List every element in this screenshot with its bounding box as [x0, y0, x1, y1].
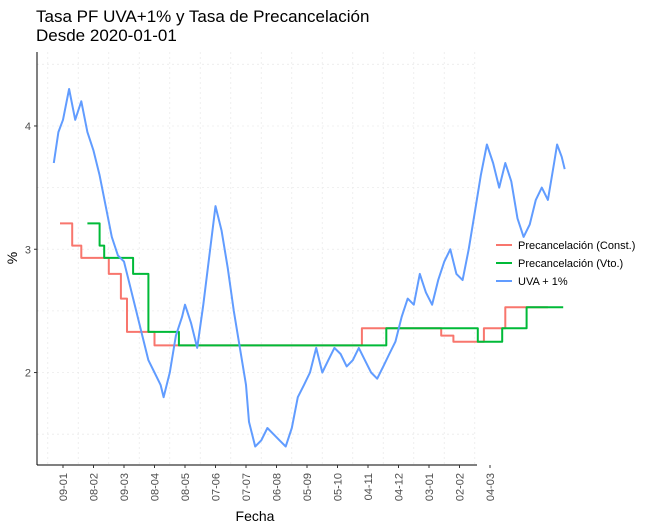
plot-area: 234 09-01 08-02 09-03 08-04 08-05 07-06 07-07 0… [25, 52, 566, 501]
series-line-2 [52, 88, 566, 448]
chart-title: Tasa PF UVA+1% y Tasa de Precancelación [36, 7, 369, 26]
axes [36, 52, 477, 466]
x-tick-label: 05-10 [333, 473, 345, 501]
x-axis-title: Fecha [236, 508, 275, 524]
x-tick-label: 08-04 [150, 473, 162, 501]
x-tick-label: 07-06 [211, 473, 223, 501]
x-tick-label: 06-08 [272, 473, 284, 501]
legend-label-1: Precancelación (Vto.) [518, 258, 623, 270]
legend: Precancelación (Const.) Precancelación (V… [496, 240, 635, 288]
legend-label-0: Precancelación (Const.) [518, 240, 635, 252]
series-line-1 [87, 222, 564, 347]
y-tick-label: 2 [25, 368, 31, 380]
x-tick-label: 04-03 [485, 473, 497, 501]
x-tick-label: 07-07 [241, 473, 253, 501]
x-tick-label: 08-02 [89, 473, 101, 501]
x-tick-label: 05-09 [302, 473, 314, 501]
legend-label-2: UVA + 1% [518, 276, 568, 288]
y-tick-label: 3 [25, 244, 31, 256]
x-tick-label: 04-11 [363, 473, 375, 500]
x-tick-label: 09-01 [58, 473, 70, 501]
x-tick-label: 04-12 [394, 473, 406, 501]
y-tick-label: 4 [25, 121, 31, 133]
y-axis-ticks: 2 3 4 [25, 121, 37, 380]
y-axis-title: % [4, 252, 20, 264]
series-lines [52, 88, 566, 448]
x-tick-label: 03-01 [424, 473, 436, 501]
x-tick-label: 09-03 [119, 473, 131, 501]
chart-subtitle: Desde 2020-01-01 [36, 26, 177, 45]
x-tick-label: 08-05 [180, 473, 192, 501]
x-axis-ticks: 09-01 08-02 09-03 08-04 08-05 07-06 07-07 06-08… [58, 465, 497, 501]
x-tick-label: 02-02 [455, 473, 467, 501]
